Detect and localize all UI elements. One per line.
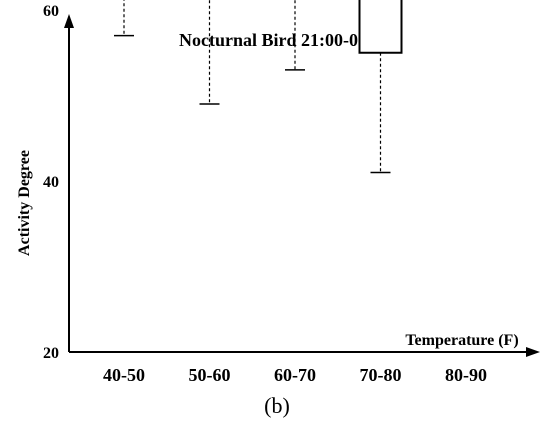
chart-title: Nocturnal Bird 21:00-02:00 xyxy=(179,30,391,50)
x-axis-label: Temperature (F) xyxy=(405,332,518,349)
y-axis-arrow xyxy=(64,14,74,28)
box-50-60 xyxy=(199,0,220,105)
box-40-50 xyxy=(114,0,134,37)
y-axis-label: Activity Degree xyxy=(16,150,33,256)
x-axis-categories: 40-50 50-60 60-70 70-80 80-90 xyxy=(103,365,487,385)
x-axis-arrow xyxy=(526,347,540,357)
y-tick-label: 20 xyxy=(43,345,59,362)
y-tick-label: 40 xyxy=(43,174,59,191)
box-60-70 xyxy=(285,0,305,71)
x-category-label: 70-80 xyxy=(360,365,402,385)
x-category-label: 60-70 xyxy=(274,365,316,385)
panel-label: (b) xyxy=(264,393,290,418)
axes xyxy=(64,14,540,357)
x-category-label: 80-90 xyxy=(445,365,487,385)
y-axis-ticks: 20406080100120 xyxy=(43,3,59,362)
iqr-box xyxy=(358,0,403,54)
box-70-80 xyxy=(358,0,403,174)
y-tick-label: 60 xyxy=(43,3,59,20)
x-category-label: 50-60 xyxy=(189,365,231,385)
x-category-label: 40-50 xyxy=(103,365,145,385)
boxes xyxy=(114,0,403,174)
